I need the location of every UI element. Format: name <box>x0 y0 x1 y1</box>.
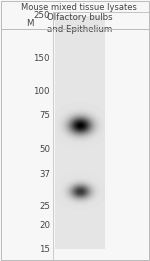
Text: 50: 50 <box>39 145 50 154</box>
Text: 100: 100 <box>33 87 50 96</box>
Bar <box>55 16 105 249</box>
Bar <box>1 1 149 13</box>
Text: 150: 150 <box>33 54 50 63</box>
Text: Olfactory bulbs
and Epithelium: Olfactory bulbs and Epithelium <box>47 13 113 34</box>
Text: 15: 15 <box>39 245 50 253</box>
Text: Mouse mixed tissue lysates: Mouse mixed tissue lysates <box>21 3 137 12</box>
Text: 250: 250 <box>33 11 50 21</box>
Text: 75: 75 <box>39 111 50 120</box>
Text: 25: 25 <box>39 202 50 211</box>
Text: 20: 20 <box>39 221 50 230</box>
Text: M: M <box>26 19 34 28</box>
Text: 37: 37 <box>39 170 50 179</box>
